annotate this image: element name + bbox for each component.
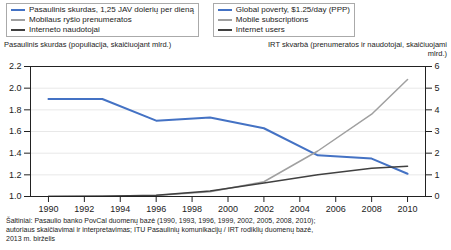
svg-text:1.6: 1.6 [9, 126, 22, 136]
html-text:Mobilaus ryšio prenumeratos: Mobilaus ryšio prenumeratos [29, 15, 132, 24]
html-text:Mobile subscriptions: Mobile subscriptions [235, 15, 309, 24]
svg-text:2.0: 2.0 [9, 83, 22, 93]
svg-text:1.8: 1.8 [9, 105, 22, 115]
svg-text:1.4: 1.4 [9, 148, 22, 158]
svg-text:2000: 2000 [218, 204, 238, 214]
svg-text:2006: 2006 [326, 204, 346, 214]
html-text:Internet users: Internet users [235, 25, 285, 34]
svg-text:2010: 2010 [398, 204, 418, 214]
html-text:Pasaulinis skurdas (populiacij: Pasaulinis skurdas (populiacija, skaičiu… [4, 40, 172, 49]
svg-text:2.2: 2.2 [9, 61, 22, 71]
svg-text:1992: 1992 [74, 204, 94, 214]
svg-text:6: 6 [435, 61, 440, 71]
svg-text:2002: 2002 [254, 204, 274, 214]
html-text:Šaltiniai: Pasaulio banko PovC: Šaltiniai: Pasaulio banko PovCal duomenų… [6, 217, 316, 242]
svg-text:1.0: 1.0 [9, 191, 22, 201]
svg-text:3: 3 [435, 126, 440, 136]
svg-text:2008: 2008 [362, 204, 382, 214]
html-text:Pasaulinis skurdas, 1,25 JAV d: Pasaulinis skurdas, 1,25 JAV dolerių per… [29, 5, 194, 14]
svg-text:1.2: 1.2 [9, 170, 22, 180]
svg-text:1998: 1998 [182, 204, 202, 214]
svg-text:2004: 2004 [290, 204, 310, 214]
html-text:Global poverty, $1.25/day (PPP: Global poverty, $1.25/day (PPP) [235, 5, 350, 14]
svg-text:1996: 1996 [146, 204, 166, 214]
svg-text:0: 0 [435, 191, 440, 201]
svg-text:4: 4 [435, 105, 440, 115]
svg-text:1994: 1994 [110, 204, 130, 214]
svg-text:5: 5 [435, 83, 440, 93]
svg-text:1990: 1990 [38, 204, 58, 214]
html-text:Interneto naudotojai: Interneto naudotojai [29, 25, 100, 34]
svg-text:1: 1 [435, 170, 440, 180]
svg-text:2: 2 [435, 148, 440, 158]
html-text:IRT skvarbà (prenumeratos ir n: IRT skvarbà (prenumeratos ir naudotojai,… [268, 40, 447, 58]
